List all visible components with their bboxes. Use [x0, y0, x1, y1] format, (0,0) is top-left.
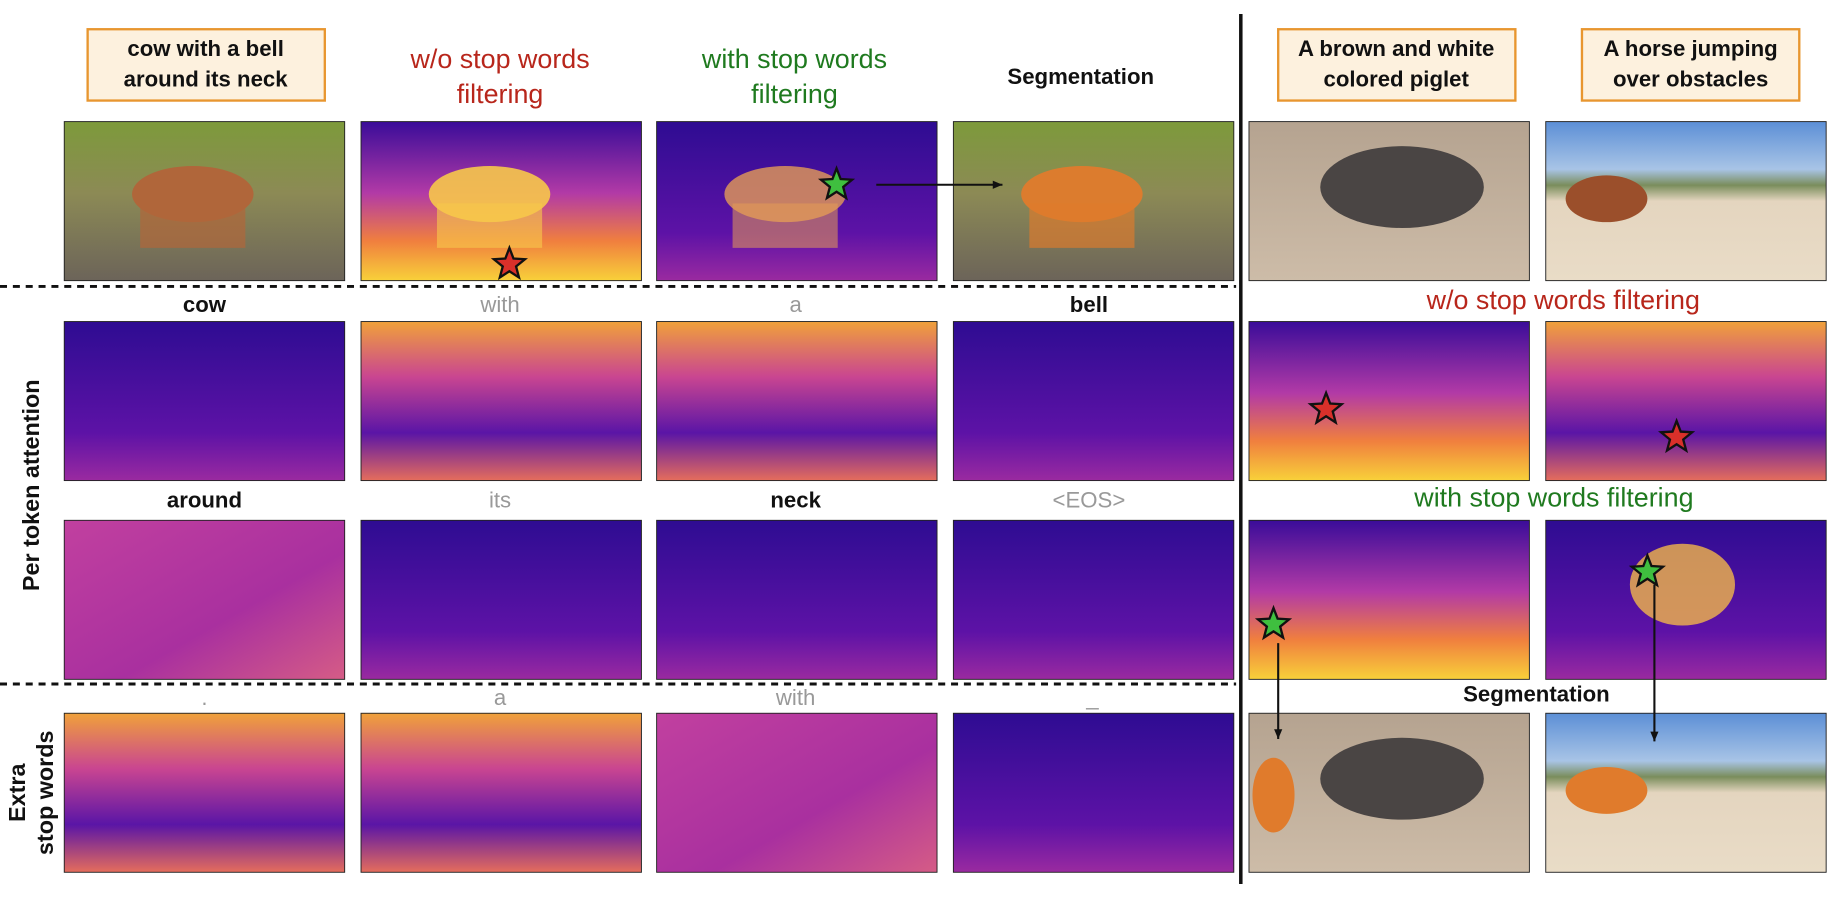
token-label: neck: [770, 487, 821, 512]
attention-map: [656, 712, 938, 873]
token-label: cow: [183, 292, 227, 317]
token-label: a: [789, 292, 802, 317]
caption-box: [1580, 28, 1801, 102]
star-marker: [1628, 552, 1666, 588]
arrow-head: [1650, 731, 1659, 742]
attention-map: [952, 712, 1235, 873]
token-label: bell: [1070, 292, 1108, 317]
object: [436, 203, 543, 248]
attention-map: [360, 712, 642, 873]
object: [1320, 146, 1484, 229]
caption-line: colored piglet: [1323, 67, 1469, 92]
row-header: w/o stop words filtering: [1426, 285, 1700, 315]
attention-map: [952, 321, 1235, 482]
attention-map: [63, 321, 346, 482]
object: [732, 203, 838, 248]
caption-box: [1277, 28, 1517, 102]
attention-map: [1248, 519, 1530, 680]
attention-map: [656, 321, 938, 482]
column-header: w/o stop words: [409, 44, 589, 74]
row-label: Extra: [4, 763, 30, 822]
token-label: a: [494, 685, 507, 710]
star-marker: [490, 244, 529, 281]
attention-map: [360, 321, 642, 482]
column-header: with stop words: [701, 44, 887, 74]
object: [1252, 757, 1295, 833]
object: [1029, 203, 1135, 248]
object: [1565, 175, 1648, 223]
attention-map: [360, 519, 642, 680]
object: [140, 203, 246, 248]
attention-map: [1545, 321, 1827, 482]
attention-map: [63, 712, 346, 873]
caption-line: A horse jumping: [1604, 36, 1778, 61]
token-label: with: [775, 685, 815, 710]
row-header: with stop words filtering: [1413, 482, 1693, 512]
row-label: stop words: [32, 730, 58, 855]
token-label: _: [1085, 685, 1099, 710]
caption-line: over obstacles: [1613, 67, 1768, 92]
attention-map: [63, 519, 346, 680]
caption-line: around its neck: [124, 67, 289, 92]
caption-line: cow with a bell: [127, 36, 284, 61]
star-marker: [1254, 604, 1293, 641]
token-label: its: [489, 487, 511, 512]
object: [1629, 543, 1736, 626]
caption-line: A brown and white: [1298, 36, 1494, 61]
attention-map: [952, 519, 1235, 680]
arrow-head: [1274, 729, 1283, 739]
row-label: Per token attention: [18, 379, 44, 591]
star-marker: [1658, 417, 1696, 454]
attention-map: [1248, 321, 1530, 482]
column-header: Segmentation: [1007, 64, 1154, 89]
object: [1565, 767, 1648, 814]
star-marker: [817, 165, 856, 201]
object: [1320, 737, 1484, 820]
token-label: <EOS>: [1053, 487, 1126, 512]
token-label: with: [479, 292, 519, 317]
arrow-head: [992, 180, 1003, 189]
caption-box: [86, 28, 326, 102]
column-header: filtering: [751, 79, 838, 109]
token-label: around: [167, 487, 242, 512]
token-label: .: [201, 685, 207, 710]
star-marker: [1307, 389, 1345, 426]
attention-map: [656, 519, 938, 680]
column-header: filtering: [457, 79, 544, 109]
row-header: Segmentation: [1463, 682, 1610, 707]
